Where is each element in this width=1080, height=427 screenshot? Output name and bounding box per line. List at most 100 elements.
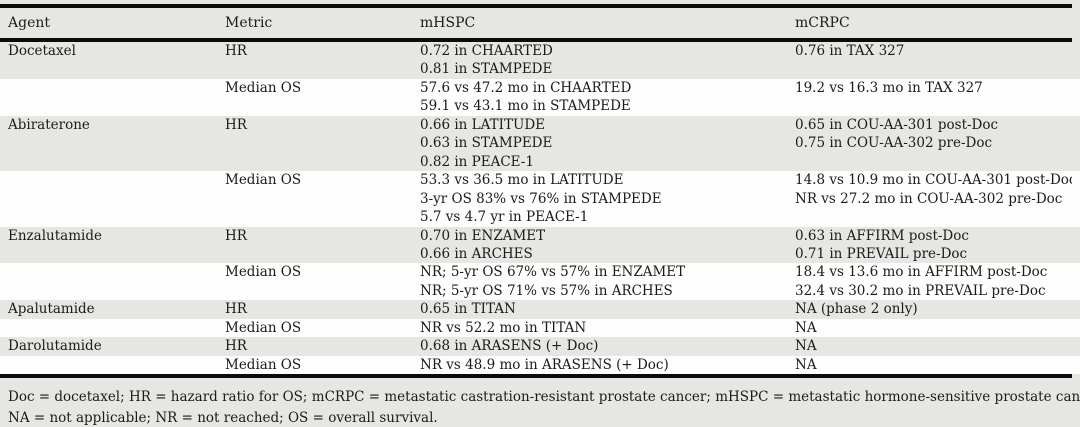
top-rule xyxy=(0,4,1072,8)
table-row: Median OS NR vs 52.2 mo in TITAN NA xyxy=(0,318,1080,338)
cell-line: NA xyxy=(795,319,817,336)
cell-metric: HR xyxy=(225,42,420,79)
table-row: Median OS NR; 5-yr OS 67% vs 57% in ENZAM… xyxy=(0,263,1080,301)
cell-mcrpc: 0.76 in TAX 327 xyxy=(795,42,1072,79)
cell-line: 0.66 in ARCHES xyxy=(420,245,533,262)
table-body: Docetaxel HR 0.72 in CHAARTED 0.81 in STAMP… xyxy=(0,42,1080,375)
cell-line: NR vs 27.2 mo in COU-AA-302 pre-Doc xyxy=(795,190,1063,207)
table-row: Abiraterone HR 0.66 in LATITUDE 0.63 in STA… xyxy=(0,115,1080,172)
cell-line: 0.76 in TAX 327 xyxy=(795,43,905,59)
table-row: Median OS 57.6 vs 47.2 mo in CHAARTED 59.1… xyxy=(0,78,1080,116)
cell-line: 0.63 in STAMPEDE xyxy=(420,135,553,152)
cell-line: HR xyxy=(225,43,247,59)
header-rule xyxy=(0,38,1072,42)
cell-line: HR xyxy=(225,301,247,318)
cell-line: NR; 5-yr OS 67% vs 57% in ENZAMET xyxy=(420,264,686,281)
cell-mhspc: 0.68 in ARASENS (+ Doc) xyxy=(420,337,795,355)
cell-mhspc: NR vs 48.9 mo in ARASENS (+ Doc) xyxy=(420,356,795,374)
cell-line: 19.2 vs 16.3 mo in TAX 327 xyxy=(795,79,983,96)
bottom-rule xyxy=(0,374,1072,379)
table-row: Docetaxel HR 0.72 in CHAARTED 0.81 in STAMP… xyxy=(0,42,1080,79)
cell-mhspc: 57.6 vs 47.2 mo in CHAARTED 59.1 vs 43.1 … xyxy=(420,79,795,116)
cell-agent: Enzalutamide xyxy=(0,227,225,264)
cell-mhspc: 0.65 in TITAN xyxy=(420,300,795,318)
table-row: Median OS 53.3 vs 36.5 mo in LATITUDE 3-yr… xyxy=(0,171,1080,227)
cell-metric: HR xyxy=(225,116,420,171)
cell-line: Median OS xyxy=(225,264,302,281)
footnote-line: Doc = docetaxel; HR = hazard ratio for O… xyxy=(8,389,1080,406)
cell-line: 0.75 in COU-AA-302 pre-Doc xyxy=(795,135,993,152)
cell-line: HR xyxy=(225,116,247,133)
cell-line: 57.6 vs 47.2 mo in CHAARTED xyxy=(420,79,632,96)
cell-mhspc: 0.66 in LATITUDE 0.63 in STAMPEDE 0.82 in … xyxy=(420,116,795,171)
cell-mhspc: 0.70 in ENZAMET 0.66 in ARCHES xyxy=(420,227,795,264)
cell-line: 0.66 in LATITUDE xyxy=(420,116,546,133)
cell-line: Darolutamide xyxy=(8,338,102,355)
cell-agent xyxy=(0,263,225,300)
table-row: Apalutamide HR 0.65 in TITAN NA (phase 2 on… xyxy=(0,300,1080,319)
cell-line: HR xyxy=(225,338,247,355)
cell-mhspc: NR vs 52.2 mo in TITAN xyxy=(420,319,795,337)
cell-line: NR vs 48.9 mo in ARASENS (+ Doc) xyxy=(420,356,669,373)
cell-metric: Median OS xyxy=(225,171,420,226)
cell-line: Median OS xyxy=(225,79,302,96)
column-header-metric: Metric xyxy=(225,15,273,31)
cell-agent: Docetaxel xyxy=(0,42,225,79)
cell-mcrpc: 19.2 vs 16.3 mo in TAX 327 xyxy=(795,79,1072,116)
cell-agent xyxy=(0,79,225,116)
cell-line: 0.81 in STAMPEDE xyxy=(420,61,553,78)
cell-line: Median OS xyxy=(225,356,302,373)
cell-line: 14.8 vs 10.9 mo in COU-AA-301 post-Doc xyxy=(795,172,1072,189)
column-header-agent: Agent xyxy=(8,15,50,31)
cell-mcrpc: NA (phase 2 only) xyxy=(795,300,1072,318)
cell-line: 0.68 in ARASENS (+ Doc) xyxy=(420,338,599,355)
cell-line: NR vs 52.2 mo in TITAN xyxy=(420,319,587,336)
cell-agent xyxy=(0,171,225,226)
cell-line: HR xyxy=(225,227,247,244)
cell-mhspc: 53.3 vs 36.5 mo in LATITUDE 3-yr OS 83% v… xyxy=(420,171,795,226)
cell-mcrpc: 0.63 in AFFIRM post-Doc 0.71 in PREVAIL p… xyxy=(795,227,1072,264)
cell-metric: HR xyxy=(225,337,420,355)
cell-line: 59.1 vs 43.1 mo in STAMPEDE xyxy=(420,98,631,115)
cell-line: NA xyxy=(795,338,817,355)
cell-line: 3-yr OS 83% vs 76% in STAMPEDE xyxy=(420,190,662,207)
cell-metric: Median OS xyxy=(225,319,420,337)
cell-agent: Darolutamide xyxy=(0,337,225,355)
cell-line: 32.4 vs 30.2 mo in PREVAIL pre-Doc xyxy=(795,282,1046,299)
cell-mhspc: 0.72 in CHAARTED 0.81 in STAMPEDE xyxy=(420,42,795,79)
cell-metric: HR xyxy=(225,227,420,264)
cell-line: Median OS xyxy=(225,172,302,189)
cell-line: 0.65 in TITAN xyxy=(420,301,516,318)
cell-metric: HR xyxy=(225,300,420,318)
table-row: Darolutamide HR 0.68 in ARASENS (+ Doc) NA xyxy=(0,337,1080,356)
cell-agent: Apalutamide xyxy=(0,300,225,318)
cell-agent xyxy=(0,319,225,337)
cell-line: Median OS xyxy=(225,319,302,336)
cell-line: Enzalutamide xyxy=(8,227,102,244)
cell-metric: Median OS xyxy=(225,79,420,116)
cell-line: 0.65 in COU-AA-301 post-Doc xyxy=(795,116,999,133)
cell-line: 18.4 vs 13.6 mo in AFFIRM post-Doc xyxy=(795,264,1048,281)
cell-line: 0.63 in AFFIRM post-Doc xyxy=(795,227,969,244)
cell-mcrpc: NA xyxy=(795,337,1072,355)
table-row: Enzalutamide HR 0.70 in ENZAMET 0.66 in ARC… xyxy=(0,226,1080,264)
cell-line: NR; 5-yr OS 71% vs 57% in ARCHES xyxy=(420,282,673,299)
cell-line: 0.71 in PREVAIL pre-Doc xyxy=(795,245,968,262)
top-margin xyxy=(0,0,1080,4)
cell-agent xyxy=(0,356,225,374)
cell-mhspc: NR; 5-yr OS 67% vs 57% in ENZAMET NR; 5-y… xyxy=(420,263,795,300)
cell-mcrpc: NA xyxy=(795,356,1072,374)
cell-line: NA (phase 2 only) xyxy=(795,301,918,318)
cell-agent: Abiraterone xyxy=(0,116,225,171)
cell-line: 0.82 in PEACE-1 xyxy=(420,153,534,170)
cell-mcrpc: 18.4 vs 13.6 mo in AFFIRM post-Doc 32.4 v… xyxy=(795,263,1072,300)
cell-metric: Median OS xyxy=(225,356,420,374)
cell-line: Apalutamide xyxy=(8,301,95,318)
table-row: Median OS NR vs 48.9 mo in ARASENS (+ Doc… xyxy=(0,355,1080,375)
cell-line: Docetaxel xyxy=(8,43,76,59)
cell-mcrpc: 0.65 in COU-AA-301 post-Doc 0.75 in COU-A… xyxy=(795,116,1072,171)
column-header-mcrpc: mCRPC xyxy=(795,15,850,31)
footnote: Doc = docetaxel; HR = hazard ratio for O… xyxy=(0,378,1080,427)
cell-mcrpc: NA xyxy=(795,319,1072,337)
